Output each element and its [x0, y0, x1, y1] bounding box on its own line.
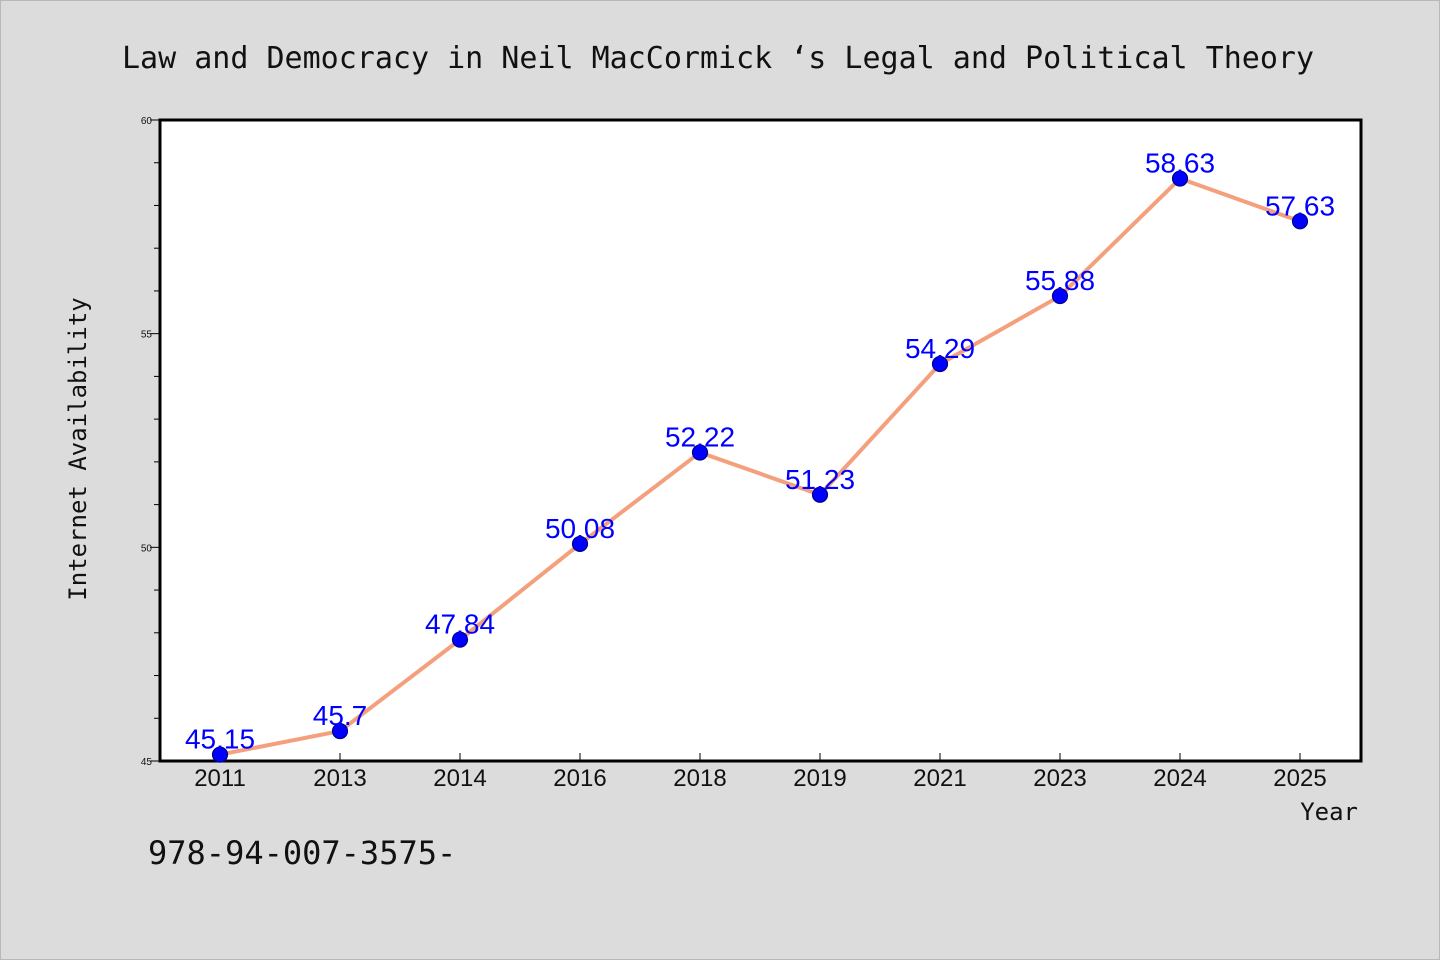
data-label: 54.29 — [905, 333, 975, 364]
data-label: 57.63 — [1265, 190, 1335, 221]
y-axis-ticks: 45 50 55 60 — [141, 116, 160, 768]
data-point — [1051, 287, 1069, 305]
series-line — [219, 176, 1301, 757]
data-points — [211, 170, 1309, 763]
x-tick-label: 2013 — [313, 765, 366, 792]
data-label: 58.63 — [1145, 148, 1215, 179]
x-tick-label: 2023 — [1033, 765, 1086, 792]
data-label: 55.88 — [1025, 265, 1095, 296]
data-point — [811, 486, 829, 503]
x-tick-label: 2025 — [1273, 765, 1326, 792]
x-tick-label: 2018 — [673, 765, 726, 792]
y-axis-label: Internet Availability — [64, 297, 92, 600]
data-labels: 45.15 45.7 47.84 50.08 52.22 51.23 54.29 55.88 5… — [185, 148, 1335, 755]
x-tick-label: 2016 — [553, 765, 606, 792]
data-label: 52.22 — [665, 421, 735, 452]
data-point — [691, 444, 709, 461]
data-point — [1291, 213, 1309, 230]
x-tick-label: 2019 — [793, 765, 846, 792]
x-tick-label: 2024 — [1153, 765, 1206, 792]
data-label: 45.7 — [313, 700, 368, 731]
data-point — [1171, 170, 1189, 187]
y-tick-label: 60 — [141, 116, 153, 127]
x-axis-label: Year — [1300, 798, 1358, 826]
data-label: 47.84 — [425, 609, 495, 640]
x-tick-label: 2021 — [913, 765, 966, 792]
x-tick-label: 2011 — [194, 765, 246, 792]
data-point — [931, 355, 949, 373]
footer-identifier: 978-94-007-3575- — [148, 834, 456, 872]
data-point — [571, 535, 589, 553]
data-point — [451, 631, 469, 648]
data-label: 45.15 — [185, 724, 255, 755]
x-axis-ticks: 2011 2013 2014 2016 2018 2019 2021 2023 2024 2025 — [194, 753, 1327, 792]
data-point — [211, 746, 229, 763]
data-label: 51.23 — [785, 464, 855, 495]
chart-title: Law and Democracy in Neil MacCormick ‘s … — [122, 41, 1314, 76]
y-tick-label: 45 — [141, 757, 153, 768]
y-tick-label: 50 — [141, 543, 153, 554]
data-label: 50.08 — [545, 513, 615, 544]
x-tick-label: 2014 — [433, 765, 486, 792]
data-point — [331, 722, 349, 740]
plot-area — [158, 118, 1363, 763]
y-tick-label: 55 — [141, 330, 153, 341]
